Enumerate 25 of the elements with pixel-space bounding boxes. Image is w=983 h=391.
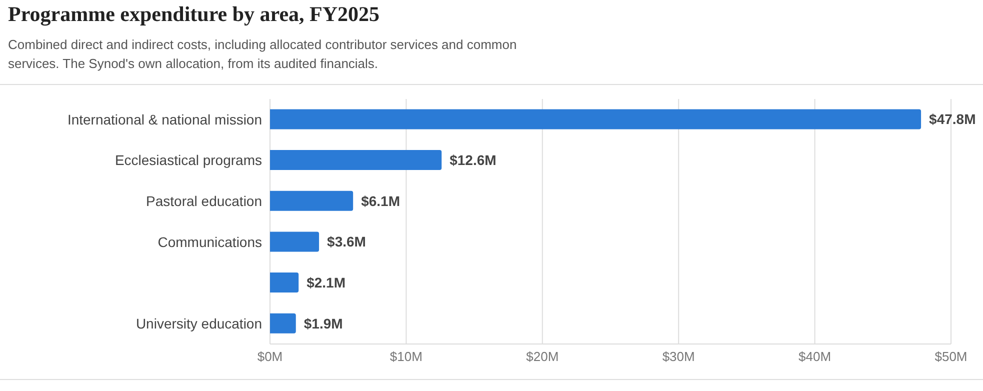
x-tick-label: $50M: [934, 349, 968, 364]
data-label: $6.1M: [361, 192, 400, 209]
y-tick-label: International & national mission: [67, 111, 262, 128]
data-label: $1.9M: [304, 315, 343, 332]
chart-subtitle: Combined direct and indirect costs, including allocated contributor services and common services. The Synod's own allocation, from its audited financials.: [8, 36, 518, 73]
data-label: $3.6M: [327, 234, 366, 250]
y-tick-label: Ecclesiastical programs: [114, 152, 262, 168]
bar: [270, 190, 354, 211]
data-label: $12.6M: [450, 152, 496, 168]
y-tick-label: Pastoral education: [146, 193, 262, 210]
x-tick-label: $40M: [798, 349, 832, 364]
bar: [270, 150, 442, 170]
bar: [270, 272, 299, 293]
bar: [270, 232, 320, 252]
data-label: $47.8M: [929, 111, 976, 128]
data-label: $2.1M: [306, 274, 346, 291]
x-tick-label: $10M: [390, 349, 422, 364]
x-tick-label: $0M: [257, 349, 283, 364]
x-tick-label: $20M: [526, 349, 559, 364]
x-tick-label: $30M: [662, 349, 695, 364]
bar: [270, 313, 296, 334]
bar: [270, 109, 922, 130]
y-tick-label: Communications: [158, 234, 262, 250]
y-tick-label: University education: [136, 316, 262, 332]
chart-title: Programme expenditure by area, FY2025: [8, 2, 381, 27]
